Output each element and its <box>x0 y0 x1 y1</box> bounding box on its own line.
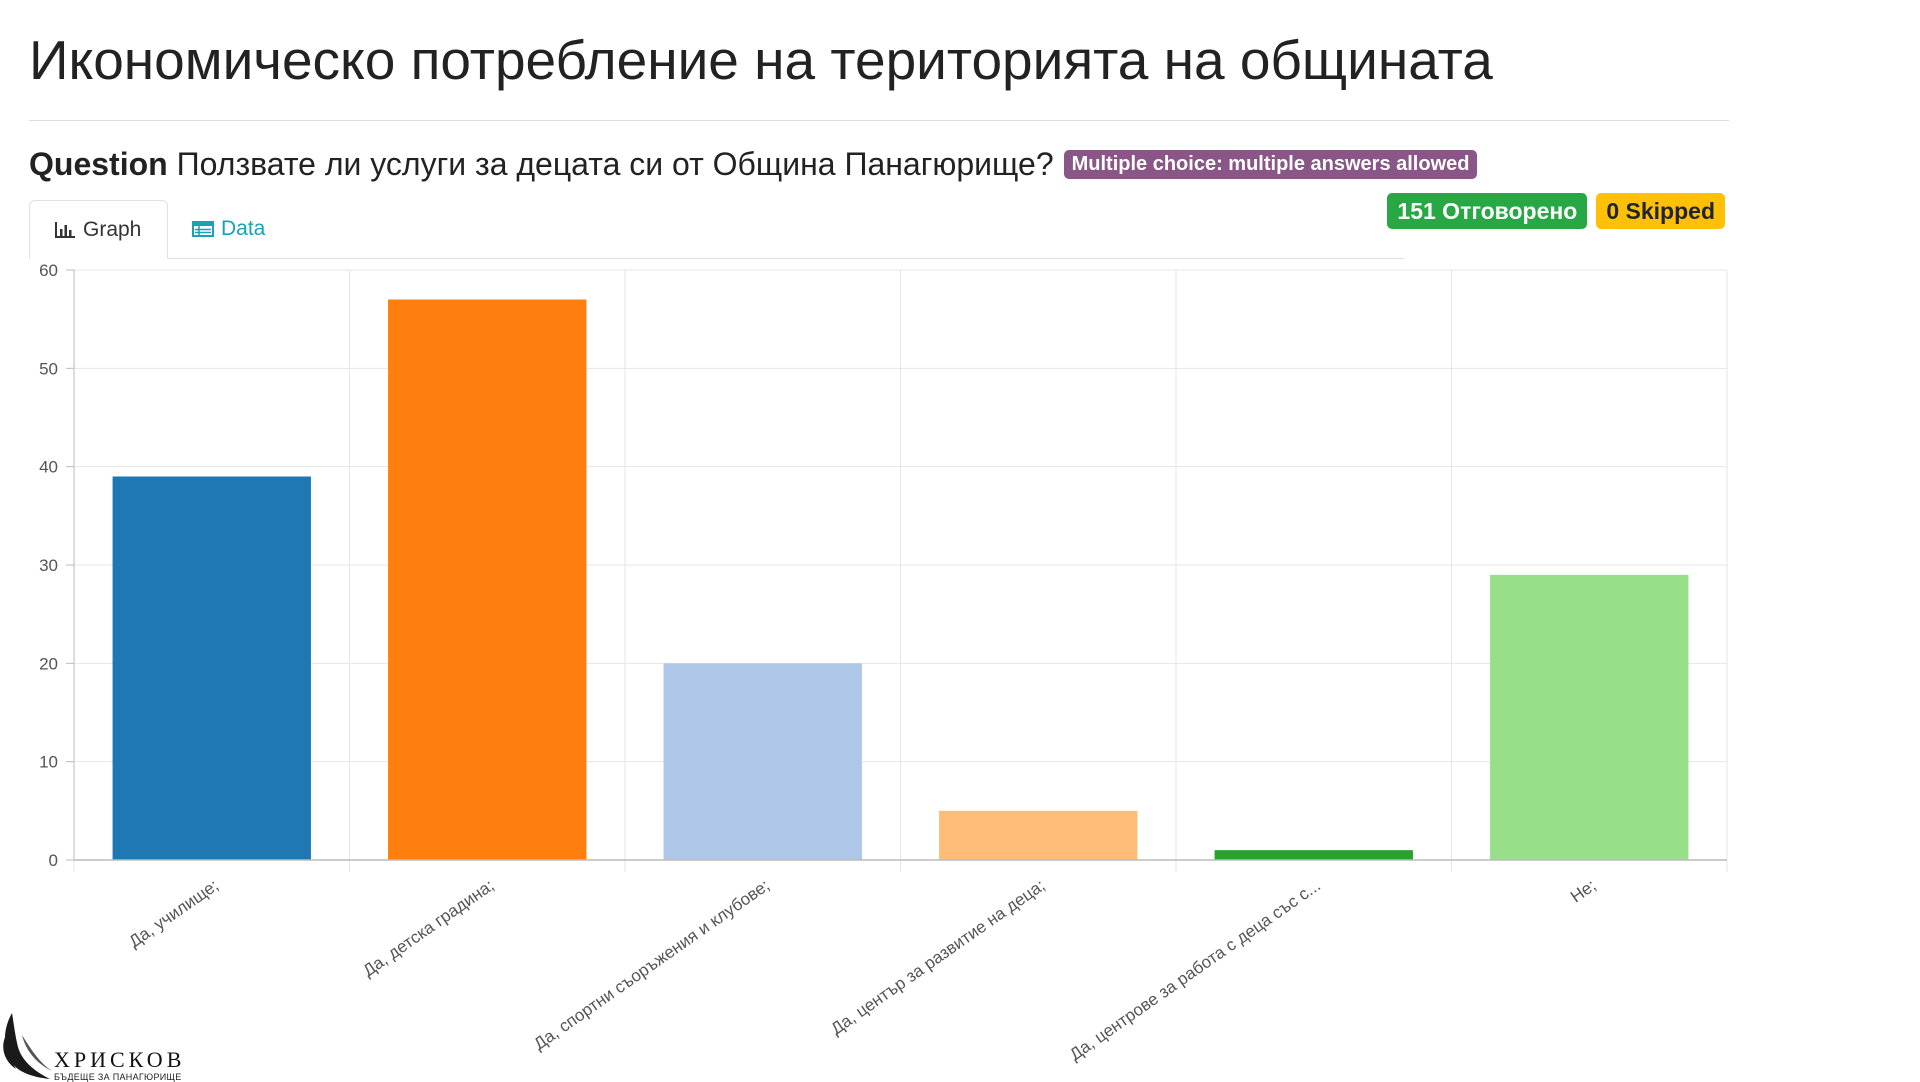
y-tick-label: 30 <box>39 556 58 575</box>
tab-data[interactable]: Data <box>168 200 289 257</box>
x-tick-label: Да, центрове за работа с деца със с... <box>1066 876 1324 1065</box>
title-divider <box>29 120 1729 121</box>
answered-count-badge: 151 Отговорено <box>1387 193 1588 230</box>
bar <box>1490 574 1689 860</box>
tab-graph[interactable]: Graph <box>29 200 168 259</box>
bar-chart-icon <box>55 221 75 238</box>
y-tick-label: 40 <box>39 458 58 477</box>
x-tick-label: Да, училище; <box>125 876 222 952</box>
bar <box>112 476 311 860</box>
bar <box>939 810 1138 860</box>
logo-name: ХРИСКОВ <box>54 1047 186 1072</box>
question-type-badge: Multiple choice: multiple answers allowe… <box>1063 150 1478 179</box>
x-tick-label: Не; <box>1567 876 1600 907</box>
y-tick-label: 10 <box>39 753 58 772</box>
x-tick-label: Да, спортни съоръжения и клубове; <box>530 876 773 1054</box>
skipped-count-badge: 0 Skipped <box>1596 193 1725 230</box>
tab-graph-label: Graph <box>83 217 142 241</box>
view-tabs: Graph Data <box>29 200 1404 259</box>
bar-chart: 0 10 20 30 40 50 60 Да, училище; Да, детска град… <box>39 261 1728 1065</box>
logo: ХРИСКОВ БЪДЕЩЕ ЗА ПАНАГЮРИЩЕ <box>0 1005 200 1082</box>
tab-data-label: Data <box>221 216 266 240</box>
y-tick-label: 60 <box>39 261 58 280</box>
bar <box>388 299 587 860</box>
table-icon <box>192 220 214 237</box>
question-label: Question <box>29 146 168 182</box>
y-tick-label: 20 <box>39 654 58 673</box>
response-stats: 151 Отговорено 0 Skipped <box>1387 193 1725 230</box>
bar <box>663 663 862 860</box>
question-text: Ползвате ли услуги за децата си от Общин… <box>176 146 1054 182</box>
eagle-wing-icon <box>3 1013 52 1079</box>
y-tick-label: 50 <box>39 359 58 378</box>
y-tick-label: 0 <box>49 851 58 870</box>
logo-tagline: БЪДЕЩЕ ЗА ПАНАГЮРИЩЕ <box>54 1072 182 1082</box>
page-title: Икономическо потребление на територията … <box>29 29 1493 91</box>
question-row: Question Ползвате ли услуги за децата си… <box>29 146 1478 183</box>
bar <box>1214 850 1413 860</box>
x-tick-label: Да, център за развитие на деца; <box>827 876 1048 1039</box>
x-tick-label: Да, детска градина; <box>359 876 497 981</box>
